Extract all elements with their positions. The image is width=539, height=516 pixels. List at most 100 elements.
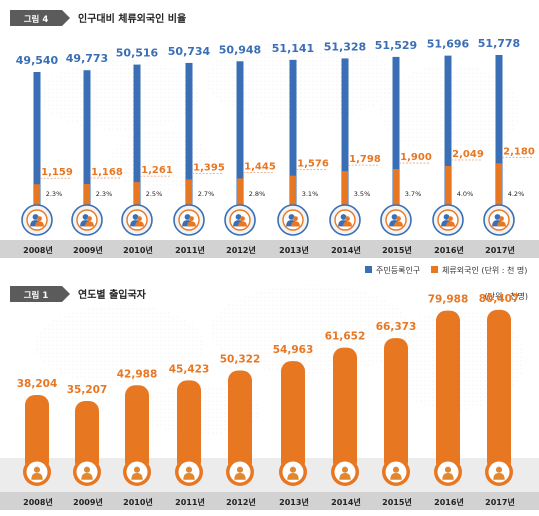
ratio-label: 2.3% — [46, 190, 63, 198]
foreigner-person-icon-head — [448, 216, 453, 222]
foreigner-person-icon-body — [291, 221, 300, 227]
figure4-header: 그림 4 인구대비 체류외국인 비율 — [10, 10, 186, 26]
ratio-label: 3.1% — [302, 190, 319, 198]
foreigner-person-icon-head — [37, 216, 42, 222]
ratio-label: 3.7% — [405, 190, 422, 198]
icon-inner-ring — [178, 209, 200, 231]
entrant-bar — [333, 347, 357, 472]
foreigner-person-icon-head — [240, 216, 245, 222]
population-bar — [341, 58, 349, 209]
entrant-label: 38,204 — [17, 378, 58, 390]
foreigner-bar — [496, 163, 502, 208]
entrant-label: 79,988 — [428, 294, 469, 306]
foreigner-bar — [342, 171, 348, 208]
year-label: 2011년 — [175, 497, 205, 507]
icon-inner-ring — [76, 209, 98, 231]
ratio-label: 4.2% — [508, 190, 525, 198]
foreigner-bar — [290, 175, 296, 208]
foreigner-person-icon-head — [137, 216, 142, 222]
person-icon-head — [392, 466, 400, 473]
foreigner-label: 1,168 — [91, 167, 123, 178]
figure4-tag: 그림 4 — [24, 14, 49, 25]
population-label: 51,778 — [478, 37, 520, 50]
figure4-title: 인구대비 체류외국인 비율 — [78, 12, 186, 25]
population-bar — [392, 56, 400, 209]
foreigner-label: 1,798 — [349, 154, 381, 165]
population-person-icon-head — [132, 214, 139, 220]
population-bar — [83, 70, 91, 208]
legend-swatch-population — [365, 266, 372, 273]
entrant-bar — [177, 380, 201, 472]
population-person-icon-head — [288, 214, 295, 220]
ratio-label: 3.5% — [354, 190, 371, 198]
person-icon — [442, 466, 454, 480]
foreigner-person-icon-body — [343, 221, 352, 227]
person-icon — [183, 466, 195, 480]
foreigner-bar — [34, 184, 40, 208]
population-bar — [236, 61, 244, 209]
person-icon-head — [341, 466, 349, 473]
person-icon — [31, 466, 43, 480]
foreigner-label: 2,180 — [503, 146, 535, 157]
population-label: 51,696 — [427, 38, 470, 51]
entrant-label: 54,963 — [273, 344, 314, 356]
year-label: 2010년 — [123, 497, 153, 507]
entrant-bar — [25, 394, 49, 472]
person-icon — [339, 466, 351, 480]
figure1-tag: 그림 1 — [24, 290, 49, 301]
foreigner-bar — [237, 178, 243, 208]
person-icon — [493, 466, 505, 480]
figure4-marks: 49,540 1,159 2.3% 2008년 49,773 1,168 2.3% 2009년… — [16, 37, 535, 255]
ratio-label: 2.3% — [96, 190, 113, 198]
foreigner-label: 1,159 — [41, 167, 73, 178]
foreigner-bar — [393, 169, 399, 208]
year-label: 2017년 — [485, 497, 515, 507]
person-icon — [390, 466, 402, 480]
entrant-bar — [436, 310, 460, 472]
entrant-bar — [487, 309, 511, 472]
foreigner-person-icon — [394, 216, 403, 227]
foreigner-person-icon-head — [499, 216, 504, 222]
foreigner-person-icon — [291, 216, 300, 227]
icon-inner-ring — [229, 209, 251, 231]
year-label: 2009년 — [73, 245, 103, 255]
foreigner-person-icon-body — [85, 221, 94, 227]
icon-inner-ring — [126, 209, 148, 231]
foreigner-bar — [445, 165, 451, 208]
figure1-year-band — [0, 492, 539, 510]
entrant-bar — [125, 385, 149, 472]
population-person-icon-head — [494, 214, 501, 220]
foreigner-label: 1,261 — [141, 165, 173, 176]
foreigner-person-icon-body — [446, 221, 455, 227]
person-icon-body — [442, 473, 454, 480]
foreigner-person-icon — [343, 216, 352, 227]
entrant-label: 66,373 — [376, 321, 417, 333]
foreigner-bar — [134, 182, 140, 208]
entrant-bar — [228, 370, 252, 472]
foreigner-person-icon — [238, 216, 247, 227]
population-label: 50,948 — [219, 43, 261, 56]
foreigner-person-icon-head — [87, 216, 92, 222]
year-label: 2017년 — [485, 245, 515, 255]
population-person-icon-head — [32, 214, 39, 220]
foreigner-bar — [186, 179, 192, 208]
person-icon-head — [236, 466, 244, 473]
foreigner-person-icon-head — [345, 216, 350, 222]
foreigner-person-icon-body — [497, 221, 506, 227]
figure1-title: 연도별 출입국자 — [78, 288, 147, 301]
foreigner-person-icon — [35, 216, 44, 227]
foreigner-person-icon-body — [135, 221, 144, 227]
foreigner-person-icon-head — [396, 216, 401, 222]
entrant-label: 42,988 — [117, 368, 158, 380]
foreigner-person-icon — [85, 216, 94, 227]
person-icon-body — [390, 473, 402, 480]
person-icon — [131, 466, 143, 480]
entrant-label: 45,423 — [169, 363, 210, 375]
population-bar — [185, 62, 193, 208]
entrant-bar — [281, 361, 305, 472]
year-label: 2014년 — [331, 245, 361, 255]
population-person-icon-head — [443, 214, 450, 220]
person-icon-head — [133, 466, 141, 473]
year-label: 2016년 — [434, 245, 464, 255]
year-label: 2012년 — [226, 245, 256, 255]
